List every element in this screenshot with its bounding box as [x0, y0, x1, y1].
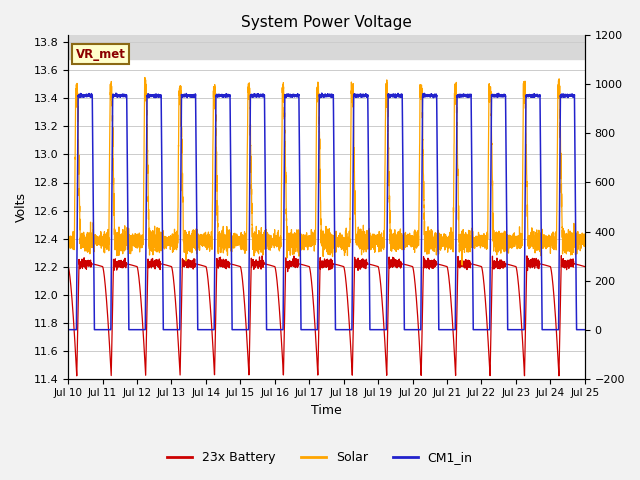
23x Battery — [577, 263, 585, 268]
23x Battery — [259, 263, 267, 268]
Solar — [296, 231, 303, 237]
X-axis label: Time: Time — [311, 404, 342, 417]
Solar — [458, 262, 466, 268]
23x Battery — [581, 264, 589, 269]
Solar — [581, 233, 589, 239]
23x Battery — [296, 261, 303, 267]
CM1_in — [259, 93, 267, 98]
CM1_in — [577, 327, 584, 333]
23x Battery — [190, 264, 198, 270]
Line: Solar: Solar — [68, 77, 585, 265]
CM1_in — [296, 175, 303, 181]
CM1_in — [318, 90, 326, 96]
Legend: 23x Battery, Solar, CM1_in: 23x Battery, Solar, CM1_in — [163, 446, 477, 469]
23x Battery — [64, 264, 72, 269]
Text: VR_met: VR_met — [76, 48, 126, 60]
23x Battery — [73, 373, 81, 379]
Solar — [577, 241, 585, 247]
CM1_in — [187, 92, 195, 98]
CM1_in — [581, 327, 589, 333]
23x Battery — [187, 260, 195, 266]
23x Battery — [184, 259, 192, 264]
Solar — [187, 237, 195, 243]
Solar — [141, 74, 148, 80]
Line: 23x Battery: 23x Battery — [68, 255, 585, 376]
CM1_in — [189, 93, 197, 99]
CM1_in — [64, 327, 72, 333]
Solar — [190, 237, 198, 242]
Bar — [68, 36, 585, 59]
Solar — [184, 232, 192, 238]
Solar — [64, 239, 72, 245]
Title: System Power Voltage: System Power Voltage — [241, 15, 412, 30]
CM1_in — [184, 93, 192, 98]
23x Battery — [557, 252, 565, 258]
Solar — [259, 237, 267, 243]
Y-axis label: Volts: Volts — [15, 192, 28, 222]
Line: CM1_in: CM1_in — [68, 93, 585, 330]
